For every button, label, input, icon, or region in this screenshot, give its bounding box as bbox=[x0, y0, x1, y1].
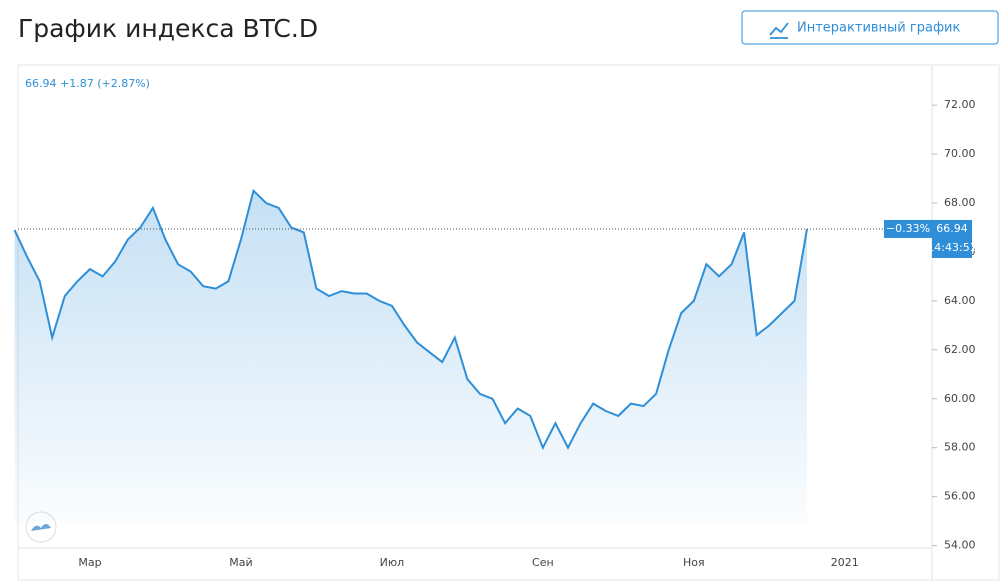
page-title: График индекса BTC.D bbox=[18, 14, 318, 43]
price-tag bbox=[932, 219, 972, 258]
button-frame[interactable] bbox=[741, 10, 999, 45]
change-tag bbox=[884, 219, 932, 238]
area bbox=[14, 190, 808, 524]
line bbox=[13, 188, 808, 451]
change-label: −0.33% bbox=[886, 222, 930, 235]
y-tick-label: 54.00 bbox=[944, 539, 976, 552]
y-tick-label: 70.00 bbox=[944, 147, 976, 160]
x-tick-label: Май bbox=[229, 556, 252, 569]
y-tick-label: 68.00 bbox=[944, 196, 976, 209]
y-tick-label: 64.00 bbox=[944, 294, 976, 307]
y-tick-label: 56.00 bbox=[944, 490, 976, 503]
time-label: 14:43:51 bbox=[927, 241, 976, 254]
y-tick-label: 72.00 bbox=[944, 98, 976, 111]
x-tick-label: Июл bbox=[380, 556, 405, 569]
y-tick-label: 62.00 bbox=[944, 343, 976, 356]
price-label: 66.94 bbox=[936, 222, 968, 235]
logo-mark bbox=[31, 524, 51, 531]
x-tick-label: Сен bbox=[532, 556, 554, 569]
y-tick-label: 58.00 bbox=[944, 441, 976, 454]
button-icon bbox=[769, 22, 789, 39]
x-tick-label: Ноя bbox=[683, 556, 705, 569]
button-label[interactable]: Интерактивный график bbox=[797, 21, 961, 36]
interactive-button[interactable]: Интерактивный график bbox=[741, 10, 999, 45]
y-tick-label: 60.00 bbox=[944, 392, 976, 405]
x-tick-label: 2021 bbox=[831, 556, 859, 569]
legend-text: 66.94 +1.87 (+2.87%) bbox=[25, 77, 150, 90]
x-tick-label: Мар bbox=[78, 556, 101, 569]
